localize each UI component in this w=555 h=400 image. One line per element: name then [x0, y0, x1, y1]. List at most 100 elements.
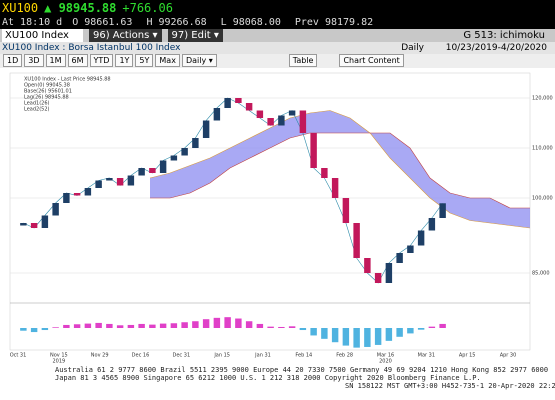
x-tick-label: Dec 16 [132, 353, 150, 359]
macd-bar [288, 326, 296, 328]
edit-menu[interactable]: 97) Edit ▾ [167, 29, 223, 42]
macd-bar [342, 328, 350, 346]
actions-menu[interactable]: 96) Actions ▾ [88, 29, 162, 42]
x-tick-label: Jan 31 [254, 353, 271, 359]
candle [374, 273, 382, 283]
candle [245, 103, 253, 111]
macd-bar [138, 323, 145, 328]
macd-bar [149, 324, 156, 328]
last-price: ▲ 98945.88 [44, 1, 117, 15]
macd-bar [331, 328, 339, 343]
macd-bar [170, 323, 178, 328]
legend-entry: Lead2(52) [24, 107, 50, 113]
quote-bar: XU100 ▲ 98945.88 +766.06 [0, 0, 555, 16]
toolbar-button[interactable]: Max [155, 54, 180, 67]
date-range: 10/23/2019-4/20/2020 [445, 43, 547, 53]
period: Daily [401, 43, 424, 53]
toolbar-button[interactable]: 6M [67, 54, 88, 67]
candle [202, 120, 210, 138]
x-tick-label: Apr 15 [459, 353, 476, 359]
candle [106, 178, 113, 181]
legend-entry: Lag(26) 98945.88 [24, 95, 69, 101]
toolbar-button[interactable]: 1Y [115, 54, 134, 67]
macd-bar [63, 324, 70, 328]
macd-bar [73, 324, 81, 328]
legend-entry: XU100 Index - Last Price 98945.88 [24, 77, 111, 83]
candle [20, 223, 27, 226]
candle [267, 118, 274, 126]
year-label: 2020 [379, 359, 392, 365]
macd-bar [95, 322, 102, 328]
candle [417, 230, 425, 246]
candle [181, 148, 188, 156]
x-tick-label: Dec 31 [173, 353, 191, 359]
macd-bar [106, 323, 113, 328]
macd-bar [127, 324, 135, 328]
y-tick-label: 120,000 [532, 96, 553, 102]
macd-bar [192, 321, 199, 328]
span-a-line [149, 110, 531, 229]
toolbar-button[interactable]: 5Y [135, 54, 154, 67]
candle [73, 193, 81, 196]
macd-bar [256, 323, 264, 328]
candle [321, 168, 328, 178]
x-tick-label: Nov 15 [50, 353, 68, 359]
change: +766.06 [122, 1, 173, 15]
security[interactable]: XU100 Index [2, 29, 83, 42]
toolbar-button[interactable]: 1M [45, 54, 66, 67]
y-tick-label: 85,000 [532, 271, 550, 277]
candle [278, 115, 285, 126]
x-tick-label: Apr 30 [500, 353, 517, 359]
candle [116, 178, 124, 186]
candle [331, 178, 339, 198]
quote-field: H 99266.68 [146, 17, 207, 28]
y-tick-label: 110,000 [532, 146, 553, 152]
candle [170, 155, 178, 161]
macd-bar [84, 323, 92, 328]
macd-bar [213, 317, 221, 328]
macd-bar [310, 328, 317, 336]
toolbar-button[interactable]: YTD [89, 54, 114, 67]
candle [288, 110, 296, 116]
candle [342, 198, 350, 223]
macd-bar [353, 328, 360, 348]
macd-bar [41, 328, 49, 331]
footer-line: Japan 81 3 4565 8900 Singapore 65 6212 1… [55, 374, 481, 382]
candle [224, 98, 231, 108]
footer-line: SN 158122 MST GMT+3:00 H452-735-1 20-Apr… [345, 382, 555, 390]
footer: Australia 61 2 9777 8600 Brazil 5511 239… [55, 366, 555, 390]
candle [235, 98, 242, 103]
x-tick-label: Feb 14 [295, 353, 312, 359]
y-tick-label: 100,000 [532, 196, 553, 202]
x-tick-label: Mar 31 [418, 353, 435, 359]
toolbar-button[interactable]: Table [288, 54, 318, 67]
macd-bar [235, 318, 242, 328]
macd-bar [439, 323, 446, 328]
macd-bar [224, 317, 231, 328]
candle [407, 245, 414, 253]
toolbar-button[interactable]: Daily ▾ [181, 54, 217, 67]
candle [310, 133, 317, 168]
function-name: G 513: ichimoku [463, 30, 545, 41]
candle [353, 223, 360, 258]
macd-bar [396, 328, 403, 337]
candle [299, 110, 307, 133]
x-tick-label: Oct 31 [10, 353, 27, 359]
toolbar-button[interactable]: 1D [3, 54, 23, 67]
last-value: 98945.88 [58, 1, 117, 15]
macd-bar [245, 321, 253, 328]
candle [30, 223, 38, 228]
macd-bar [299, 328, 307, 331]
macd-bar [116, 325, 124, 328]
toolbar-button[interactable]: 3D [24, 54, 44, 67]
candle [84, 188, 92, 196]
candle [439, 203, 446, 218]
legend-entry: Lead1(26) [24, 101, 50, 107]
candle [396, 253, 403, 263]
candle [52, 203, 59, 216]
quote-field: O 98661.63 [72, 17, 133, 28]
ticker: XU100 [2, 1, 39, 15]
toolbar-button[interactable]: Chart Content [339, 54, 404, 67]
candle [95, 180, 102, 188]
